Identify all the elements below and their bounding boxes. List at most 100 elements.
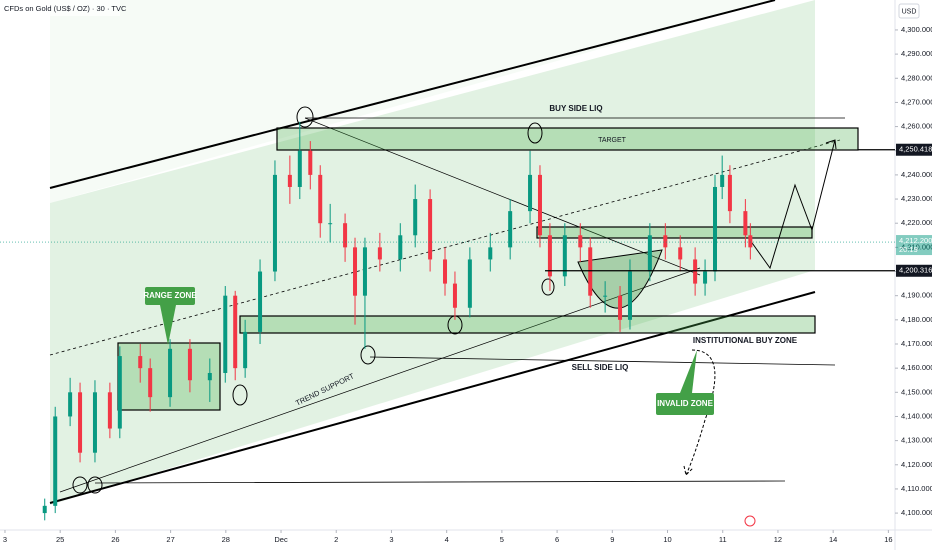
candle-body [537,174,542,236]
candle-body [743,211,748,236]
candle-body [42,505,47,514]
circle [541,278,555,296]
x-tick-label: 27 [166,535,174,544]
candle-body [318,174,323,224]
candle-body [647,235,652,272]
currency-box [898,3,920,19]
y-tick-label: 4,290.000 [901,49,932,58]
candle-body [243,331,248,369]
candle-body [748,235,753,248]
candle-body [187,348,192,381]
annotation: TARGET [598,137,627,144]
candle-body [297,150,302,187]
y-tick-label: 4,150.000 [901,387,932,396]
y-tick-label: 4,110.000 [901,484,932,493]
candle-body [272,174,277,272]
x-tick-label: 28 [222,535,230,544]
x-tick-label: 25 [56,535,64,544]
range-callout-tail [160,305,176,345]
candle-body [727,174,732,212]
trend-support-line [59,267,701,493]
candle-body [508,211,513,248]
candle-body [328,223,333,225]
x-tick-label: Dec [274,535,288,544]
x-tick-label: 16 [884,535,892,544]
candle-body [603,295,608,297]
candle-body [207,372,212,381]
price-tag [896,143,932,156]
invalid-callout-tail [680,350,697,393]
candle-body [663,235,668,248]
candle-body [353,247,358,296]
y-tick-label: 4,220.000 [901,218,932,227]
candle-body [562,235,567,277]
candle-body [168,348,173,398]
x-tick-label: 14 [829,535,837,544]
x-tick-label: 3 [389,535,393,544]
last-price-tag [896,235,932,256]
candle-body [452,283,457,308]
institutional-box [239,315,816,334]
invalid-arrow [683,349,716,476]
trend-line [304,117,701,276]
candle-body [362,247,367,296]
candle-body [258,271,263,332]
x-tick-label: 12 [774,535,782,544]
currency: USD [902,8,917,15]
circle [360,345,376,365]
circle [527,122,543,144]
candle-body [618,295,623,320]
channel-bottom [49,291,816,504]
y-tick-label: 4,180.000 [901,315,932,324]
candle-body [398,235,403,260]
candle-body [287,174,292,187]
channel-top [49,0,776,189]
candle-body [377,247,382,260]
drawings [49,0,859,505]
candle-body [588,247,593,296]
candle-body [53,416,58,506]
candle-body [92,392,97,453]
candle-body [428,199,433,260]
candle-body [308,150,313,175]
circle [72,476,88,494]
candle-body [627,271,632,320]
x-tick-label: 10 [663,535,671,544]
candle-body [578,235,583,248]
chart-title: CFDs on Gold (US$ / OZ) · 30 · TVC [4,4,127,13]
candles [42,121,753,521]
x-tick-label: 3 [3,535,7,544]
candle-body [107,392,112,429]
event-icon [744,515,756,527]
sell-side-liq-line [369,356,836,366]
y-tick-label: 4,270.000 [901,97,932,106]
candle-body [223,295,228,373]
y-tick-label: 4,260.000 [901,122,932,131]
candle-body [488,247,493,260]
x-tick-label: 26 [111,535,119,544]
annotation: RANGE ZONE [143,291,197,300]
channel-fill [50,0,775,203]
candle-body [443,259,448,284]
countdown: 20:19 [899,245,918,254]
candle-body [528,174,533,212]
candle-body [343,223,348,248]
candle-body [148,368,153,398]
y-tick-label: 4,140.000 [901,411,932,420]
invalid-callout [656,393,714,415]
candle-body [678,247,683,260]
circle [232,384,248,406]
y-tick-label: 4,230.000 [901,194,932,203]
annotation: BUY SIDE LIQ [549,104,602,113]
resistance-box [536,226,813,239]
x-tick-label: 9 [610,535,614,544]
candle-body [413,199,418,236]
time-axis [0,530,932,550]
y-tick-label: 4,240.000 [901,170,932,179]
price-tag-label: 4,200.316 [899,266,932,275]
y-tick-label: 4,300.000 [901,25,932,34]
y-tick-label: 4,280.000 [901,73,932,82]
candle-body [138,356,143,369]
x-tick-label: 4 [445,535,449,544]
